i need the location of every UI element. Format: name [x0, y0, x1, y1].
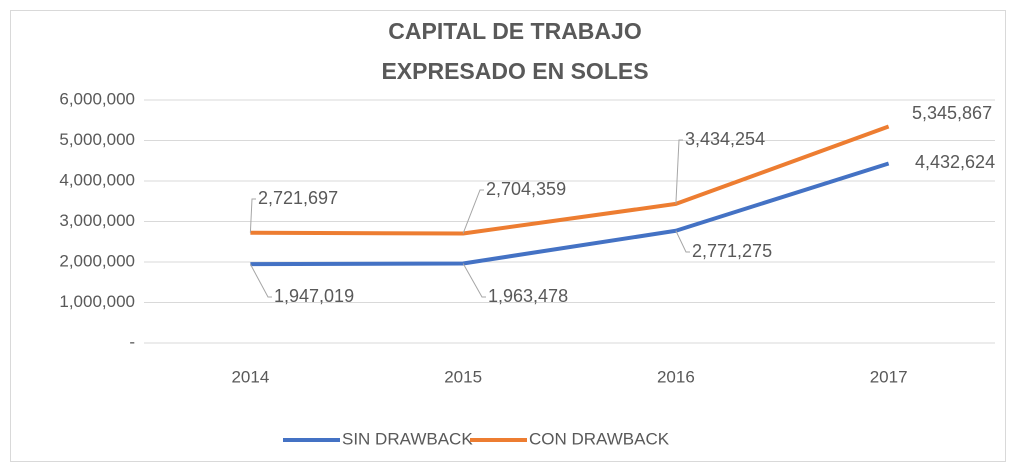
legend-label: SIN DRAWBACK	[342, 429, 473, 448]
leader-line	[675, 230, 690, 253]
data-label: 2,704,359	[486, 179, 566, 199]
chart-border	[10, 10, 1006, 462]
line-series	[250, 124, 890, 236]
data-label: 4,432,624	[915, 152, 995, 172]
legend-label: CON DRAWBACK	[529, 429, 670, 448]
x-tick-label: 2017	[870, 367, 908, 386]
data-label: 1,947,019	[274, 286, 354, 306]
x-tick-label: 2014	[231, 367, 269, 386]
y-tick-label: 5,000,000	[59, 130, 135, 149]
y-tick-label: -	[129, 332, 135, 351]
data-label: 3,434,254	[685, 129, 765, 149]
leader-line	[675, 139, 683, 204]
leader-line	[249, 263, 272, 298]
x-tick-label: 2015	[444, 367, 482, 386]
data-label: 2,721,697	[258, 188, 338, 208]
leader-line	[462, 263, 486, 298]
chart-title: CAPITAL DE TRABAJO	[388, 18, 641, 44]
leader-line	[462, 189, 484, 234]
y-tick-label: 4,000,000	[59, 170, 135, 189]
chart-subtitle: EXPRESADO EN SOLES	[381, 58, 648, 84]
y-tick-label: 3,000,000	[59, 211, 135, 230]
data-label: 5,345,867	[912, 103, 992, 123]
data-label: 1,963,478	[488, 286, 568, 306]
y-tick-label: 1,000,000	[59, 292, 135, 311]
y-tick-label: 6,000,000	[59, 89, 135, 108]
y-tick-label: 2,000,000	[59, 251, 135, 270]
x-tick-label: 2016	[657, 367, 695, 386]
line-series	[250, 161, 890, 267]
data-label: 2,771,275	[692, 241, 772, 261]
leader-line	[249, 198, 256, 233]
